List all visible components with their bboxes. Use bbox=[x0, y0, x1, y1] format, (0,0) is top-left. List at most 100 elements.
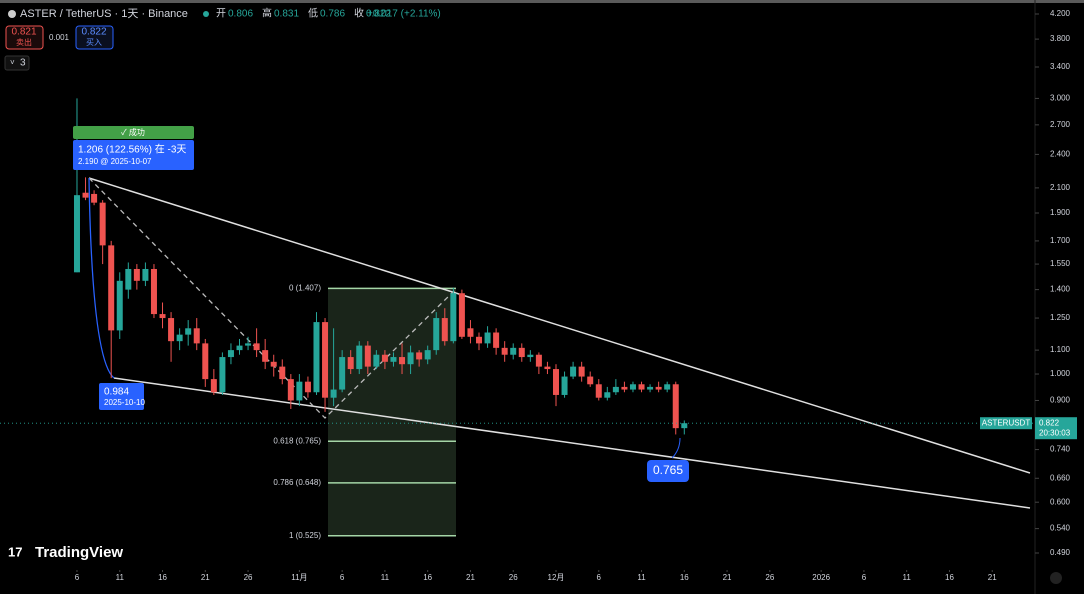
fib-label: 0.618 (0.765) bbox=[273, 436, 321, 445]
scroll-button[interactable] bbox=[1050, 572, 1062, 584]
y-tick-label: 2.400 bbox=[1050, 150, 1071, 159]
x-tick-label: 11月 bbox=[291, 573, 307, 582]
candle-body bbox=[381, 354, 388, 362]
x-tick-label: 16 bbox=[945, 573, 954, 582]
dashed-path bbox=[88, 177, 456, 419]
candle-body bbox=[193, 328, 200, 344]
candle-body bbox=[629, 384, 636, 390]
target-box bbox=[647, 460, 689, 482]
symbol-icon bbox=[8, 10, 16, 18]
y-tick-label: 0.600 bbox=[1050, 497, 1071, 506]
candle-body bbox=[458, 293, 465, 337]
candle-body bbox=[330, 389, 337, 398]
y-tick-label: 3.400 bbox=[1050, 62, 1071, 71]
candle-body bbox=[279, 366, 286, 380]
price-tag-value: 0.822 bbox=[1039, 418, 1060, 427]
candle-body bbox=[476, 336, 483, 344]
fib-tool: 0 (1.407) 0.618 (0.765) 0.786 (0.648) 1 (0.… bbox=[273, 283, 456, 540]
candle-body bbox=[501, 347, 508, 355]
x-tick-label: 6 bbox=[862, 573, 867, 582]
candle-body bbox=[236, 345, 243, 351]
candle-body bbox=[150, 268, 157, 315]
candle-body bbox=[561, 376, 568, 395]
candle-body bbox=[219, 357, 226, 393]
logo: TradingView bbox=[35, 544, 123, 561]
status-dot bbox=[203, 11, 209, 17]
candle-body bbox=[604, 392, 611, 398]
x-tick-label: 21 bbox=[988, 573, 997, 582]
sell-label: 卖出 bbox=[16, 37, 32, 47]
candle-body bbox=[356, 345, 363, 370]
measure-subtext: 2.190 @ 2025-10-07 bbox=[78, 157, 152, 166]
x-tick-label: 16 bbox=[158, 573, 167, 582]
candle-body bbox=[527, 354, 534, 358]
indicators-toggle[interactable] bbox=[4, 55, 30, 71]
target-curve bbox=[671, 437, 681, 459]
ohlc-value: 0.831 bbox=[274, 9, 299, 20]
sell-price: 0.821 bbox=[11, 27, 36, 38]
candle-body bbox=[655, 386, 662, 390]
lower-trendline bbox=[113, 377, 1031, 509]
candle-body bbox=[142, 268, 149, 281]
y-tick-label: 1.400 bbox=[1050, 285, 1071, 294]
sell-button[interactable] bbox=[5, 25, 44, 50]
spread: 0.001 bbox=[49, 33, 70, 42]
y-tick-label: 1.100 bbox=[1050, 345, 1071, 354]
candle-body bbox=[424, 350, 431, 360]
target-label: 0.765 bbox=[653, 463, 683, 477]
price-tag bbox=[1035, 417, 1077, 440]
ohlc-label: 收 bbox=[354, 7, 364, 20]
symbol-title: ASTER / TetherUS · 1天 · Binance bbox=[20, 8, 188, 20]
fib-label: 1 (0.525) bbox=[289, 531, 321, 540]
x-tick-label: 6 bbox=[340, 573, 345, 582]
x-tick-label: 6 bbox=[597, 573, 602, 582]
candle-body bbox=[681, 423, 688, 429]
candle-body bbox=[433, 318, 440, 351]
candle-body bbox=[313, 322, 320, 393]
candle-body bbox=[91, 193, 98, 203]
y-tick-label: 0.490 bbox=[1050, 548, 1071, 557]
candle-body bbox=[552, 369, 559, 395]
measure-curve bbox=[88, 177, 115, 379]
candle-body bbox=[450, 293, 457, 342]
y-tick-label: 1.250 bbox=[1050, 313, 1071, 322]
x-tick-label: 21 bbox=[201, 573, 210, 582]
x-tick-label: 2026 bbox=[812, 573, 830, 582]
low-box bbox=[99, 383, 144, 410]
low-date: 2025-10-10 bbox=[104, 398, 145, 407]
y-tick-label: 2.700 bbox=[1050, 120, 1071, 129]
measure-text: 1.206 (122.56%) 在 -3天 bbox=[78, 144, 186, 156]
ohlc: 开 0.806 高 0.831 低 0.786 收 0.822 bbox=[216, 7, 391, 20]
fib-label: 0 (1.407) bbox=[289, 283, 321, 292]
y-tick-label: 1.900 bbox=[1050, 208, 1071, 217]
ohlc-value: 0.786 bbox=[320, 9, 345, 20]
countdown: 20:30:03 bbox=[1039, 428, 1071, 437]
candle-body bbox=[441, 318, 448, 342]
candle-body bbox=[116, 280, 123, 331]
ohlc-label: 高 bbox=[262, 7, 272, 20]
candle-body bbox=[407, 352, 414, 365]
candle-body bbox=[535, 354, 542, 367]
x-tick-label: 12月 bbox=[548, 573, 565, 582]
candle-body bbox=[168, 318, 175, 342]
buy-button[interactable] bbox=[75, 25, 114, 50]
candle-body bbox=[339, 357, 346, 390]
candle-body bbox=[210, 379, 217, 393]
logo-mark: 17 bbox=[8, 544, 22, 559]
x-tick-label: 11 bbox=[116, 573, 125, 582]
candle-body bbox=[347, 357, 354, 370]
candle-body bbox=[518, 347, 525, 358]
x-tick-label: 21 bbox=[466, 573, 475, 582]
x-tick-label: 26 bbox=[765, 573, 774, 582]
y-tick-label: 4.200 bbox=[1050, 9, 1071, 18]
x-tick-label: 11 bbox=[903, 573, 912, 582]
fib-label: 0.786 (0.648) bbox=[273, 478, 321, 487]
candle-body bbox=[570, 366, 577, 377]
candle-body bbox=[82, 192, 89, 198]
ohlc-label: 低 bbox=[308, 7, 318, 20]
candle-body bbox=[484, 332, 491, 344]
candle-body bbox=[304, 381, 311, 393]
success-badge bbox=[73, 126, 194, 139]
candle-body bbox=[399, 357, 406, 365]
candle-body bbox=[493, 332, 500, 348]
